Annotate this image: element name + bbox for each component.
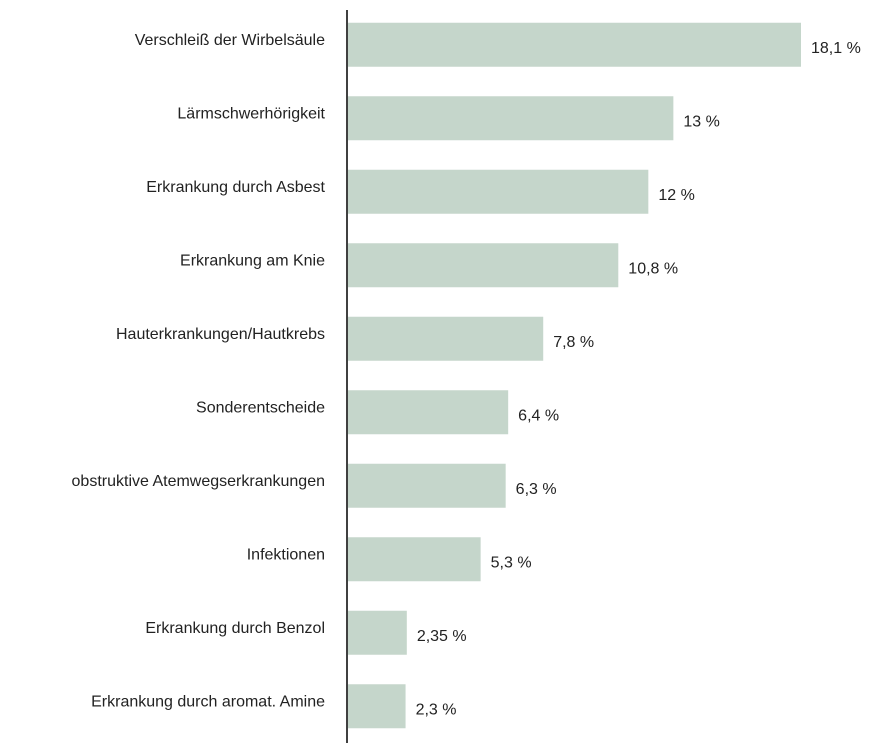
category-label: Erkrankung durch Asbest (146, 179, 325, 196)
bar (348, 610, 407, 655)
category-label: Erkrankung durch aromat. Amine (91, 693, 325, 710)
category-label: Sonderentscheide (196, 399, 325, 416)
bar (348, 463, 506, 508)
bar (348, 537, 481, 582)
bar (348, 390, 509, 435)
bar (348, 316, 544, 361)
value-label: 2,3 % (416, 701, 457, 718)
value-label: 12 % (658, 187, 694, 204)
value-label: 6,3 % (516, 481, 557, 498)
bar (348, 684, 406, 729)
category-label: Verschleiß der Wirbelsäule (135, 32, 325, 49)
bar (348, 22, 801, 67)
value-label: 6,4 % (518, 407, 559, 424)
value-label: 10,8 % (628, 260, 678, 277)
category-label: obstruktive Atemwegserkrankungen (72, 473, 325, 490)
value-label: 13 % (683, 113, 719, 130)
category-label: Hauterkrankungen/Hautkrebs (116, 326, 325, 343)
bar (348, 169, 649, 214)
category-label: Erkrankung durch Benzol (145, 620, 325, 637)
category-label: Lärmschwerhörigkeit (177, 105, 325, 122)
bar (348, 96, 674, 141)
value-label: 7,8 % (553, 334, 594, 351)
category-label: Infektionen (247, 546, 325, 563)
value-label: 5,3 % (491, 554, 532, 571)
category-label: Erkrankung am Knie (180, 252, 325, 269)
bar (348, 243, 619, 288)
value-label: 18,1 % (811, 40, 861, 57)
value-label: 2,35 % (417, 628, 467, 645)
